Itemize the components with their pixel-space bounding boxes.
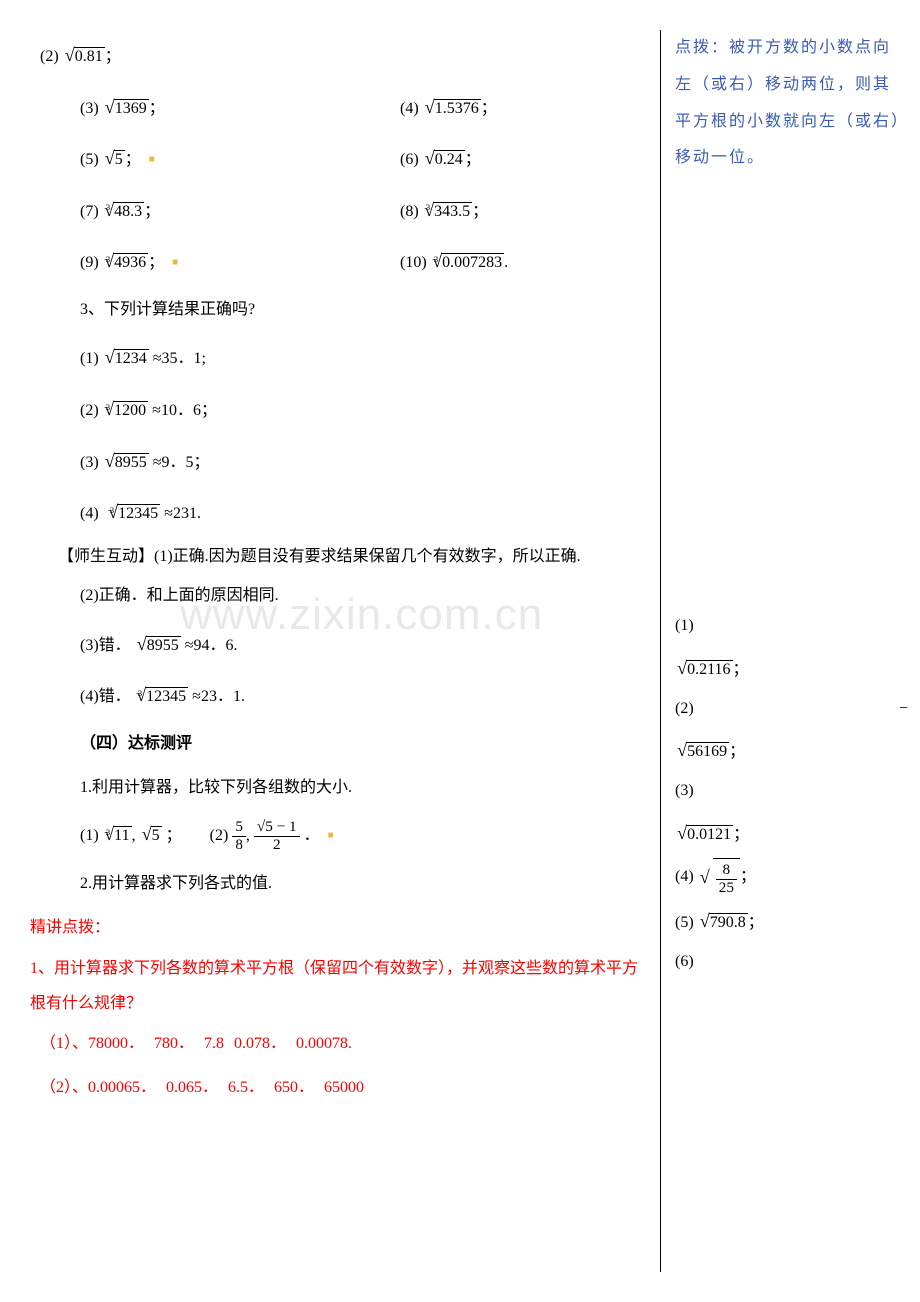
item-label: (2) <box>40 48 59 65</box>
accent-dot-icon: ■ <box>324 830 338 841</box>
q3-item-1: (1) 1234 ≈35．1; <box>30 332 640 384</box>
cbrt-icon: 3√11 <box>103 822 132 848</box>
jingjiang-1: 1、用计算器求下列各数的算术平方根（保留四个有效数字），并观察这些数的算术平方根… <box>30 951 640 1021</box>
q3-item-4: (4) 3√12345 ≈231. <box>30 487 640 539</box>
interaction-2: (2)正确．和上面的原因相同. <box>30 574 640 619</box>
side-answer-5: (5) 790.8； <box>675 899 908 943</box>
sqrt-icon: 5 <box>103 133 125 185</box>
sqrt-frac-icon: 8 25 <box>698 855 740 899</box>
fraction: 5 8 <box>232 819 246 853</box>
q3-item-2: (2) 3√1200 ≈10．6； <box>30 384 640 436</box>
side-answer-6: (6) <box>675 943 908 981</box>
item-7: (7) 3√48.3； <box>80 185 400 237</box>
interaction-label: 【师生互动】 <box>58 548 154 565</box>
side-note: 点拨：被开方数的小数点向左（或右）移动两位，则其平方根的小数就向左（或右）移动一… <box>675 30 908 177</box>
page: www.zixin.com.cn (2) 0.81； (3) 1369； (4)… <box>0 0 920 1302</box>
jingjiang-1a: （1）、78000． 780． 7.8 0.078． 0.00078. <box>30 1022 640 1067</box>
sqrt-icon: 0.2116 <box>675 646 733 690</box>
pair-row: (5) 5； ■ (6) 0.24； <box>30 133 640 185</box>
main-column: www.zixin.com.cn (2) 0.81； (3) 1369； (4)… <box>0 30 660 1272</box>
interaction-1: (1)正确.因为题目没有要求结果保留几个有效数字，所以正确. <box>154 548 581 565</box>
side-answer-4: (4) 8 25 ； <box>675 855 908 899</box>
item-10: (10) 3√0.007283. <box>400 236 640 288</box>
section-4-heading: （四）达标测评 <box>30 722 640 767</box>
sqrt-icon: 1369 <box>103 82 149 134</box>
side-spacer <box>675 177 908 607</box>
jingjiang-label: 精讲点拨： <box>30 906 640 951</box>
item-3: (3) 1369； <box>80 82 400 134</box>
interaction-block: 【师生互动】(1)正确.因为题目没有要求结果保留几个有效数字，所以正确. <box>30 539 640 574</box>
sqrt-icon: 0.81 <box>63 30 105 82</box>
side-answer-1: (1) 0.2116； <box>675 607 908 690</box>
jingjiang-1b: （2）、0.00065． 0.065． 6.5． 650． 65000 <box>30 1066 640 1111</box>
fraction: √5 − 1 2 <box>254 819 300 853</box>
cbrt-icon: 3√48.3 <box>103 185 145 237</box>
item-8: (8) 3√343.5； <box>400 185 640 237</box>
sqrt-icon: 56169 <box>675 728 729 772</box>
cbrt-icon: 3√12345 <box>135 670 189 722</box>
pair-row: (9) 3√4936； ■ (10) 3√0.007283. <box>30 236 640 288</box>
pair-row: (3) 1369； (4) 1.5376； <box>30 82 640 134</box>
pair-row: (7) 3√48.3； (8) 3√343.5； <box>30 185 640 237</box>
question-3: 3、下列计算结果正确吗? <box>30 288 640 333</box>
item-9: (9) 3√4936； ■ <box>80 236 400 288</box>
side-column: 点拨：被开方数的小数点向左（或右）移动两位，则其平方根的小数就向左（或右）移动一… <box>660 30 920 1272</box>
sqrt-icon: 1.5376 <box>423 82 481 134</box>
cbrt-icon: 3√4936 <box>103 236 149 288</box>
sqrt-icon: 5 <box>140 822 162 848</box>
side-answer-3: (3) 0.0121； <box>675 772 908 855</box>
accent-dot-icon: ■ <box>168 257 182 268</box>
side-answer-2: (2) − 56169； <box>675 690 908 773</box>
sqrt-icon: 1234 <box>103 332 149 384</box>
accent-dot-icon: ■ <box>145 154 159 165</box>
sqrt-icon: 0.0121 <box>675 811 733 855</box>
sqrt-icon: 790.8 <box>698 899 748 943</box>
interaction-4: (4)错． 3√12345 ≈23．1. <box>30 670 640 722</box>
interaction-3: (3)错． 8955 ≈94．6. <box>30 619 640 671</box>
item-4: (4) 1.5376； <box>400 82 640 134</box>
q3-item-3: (3) 8955 ≈9．5； <box>30 436 640 488</box>
task-2: 2.用计算器求下列各式的值. <box>30 862 640 907</box>
cbrt-icon: 3√343.5 <box>423 185 473 237</box>
cbrt-icon: 3√12345 <box>107 487 161 539</box>
cbrt-icon: 3√0.007283 <box>431 236 505 288</box>
sqrt-icon: 0.24 <box>423 133 465 185</box>
item-6: (6) 0.24； <box>400 133 640 185</box>
task-1: 1.利用计算器，比较下列各组数的大小. <box>30 766 640 811</box>
item-5: (5) 5； ■ <box>80 133 400 185</box>
sqrt-icon: 8955 <box>135 619 181 671</box>
fraction: 8 25 <box>716 862 737 896</box>
cbrt-icon: 3√1200 <box>103 384 149 436</box>
item-2: (2) 0.81； <box>30 30 640 82</box>
sqrt-icon: 8955 <box>103 436 149 488</box>
task-1-items: (1) 3√11, 5 ； (2) 5 8 , √5 − 1 2 ． ■ <box>30 811 640 861</box>
